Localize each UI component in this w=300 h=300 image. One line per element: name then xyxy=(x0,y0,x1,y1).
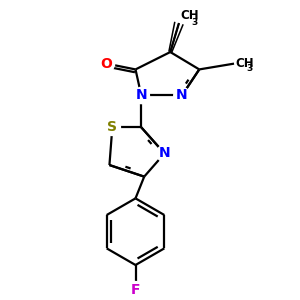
Text: CH: CH xyxy=(180,9,199,22)
Text: N: N xyxy=(136,88,147,103)
Text: CH: CH xyxy=(236,57,254,70)
Circle shape xyxy=(104,119,120,136)
Text: F: F xyxy=(131,283,140,297)
Circle shape xyxy=(133,87,149,104)
Circle shape xyxy=(156,145,172,162)
Text: S: S xyxy=(107,120,117,134)
Text: N: N xyxy=(159,146,170,161)
Circle shape xyxy=(174,87,190,104)
Circle shape xyxy=(98,56,115,72)
Text: N: N xyxy=(176,88,188,103)
Text: 3: 3 xyxy=(191,18,198,27)
Text: O: O xyxy=(100,57,112,70)
Text: 3: 3 xyxy=(247,64,253,73)
Circle shape xyxy=(128,281,144,298)
